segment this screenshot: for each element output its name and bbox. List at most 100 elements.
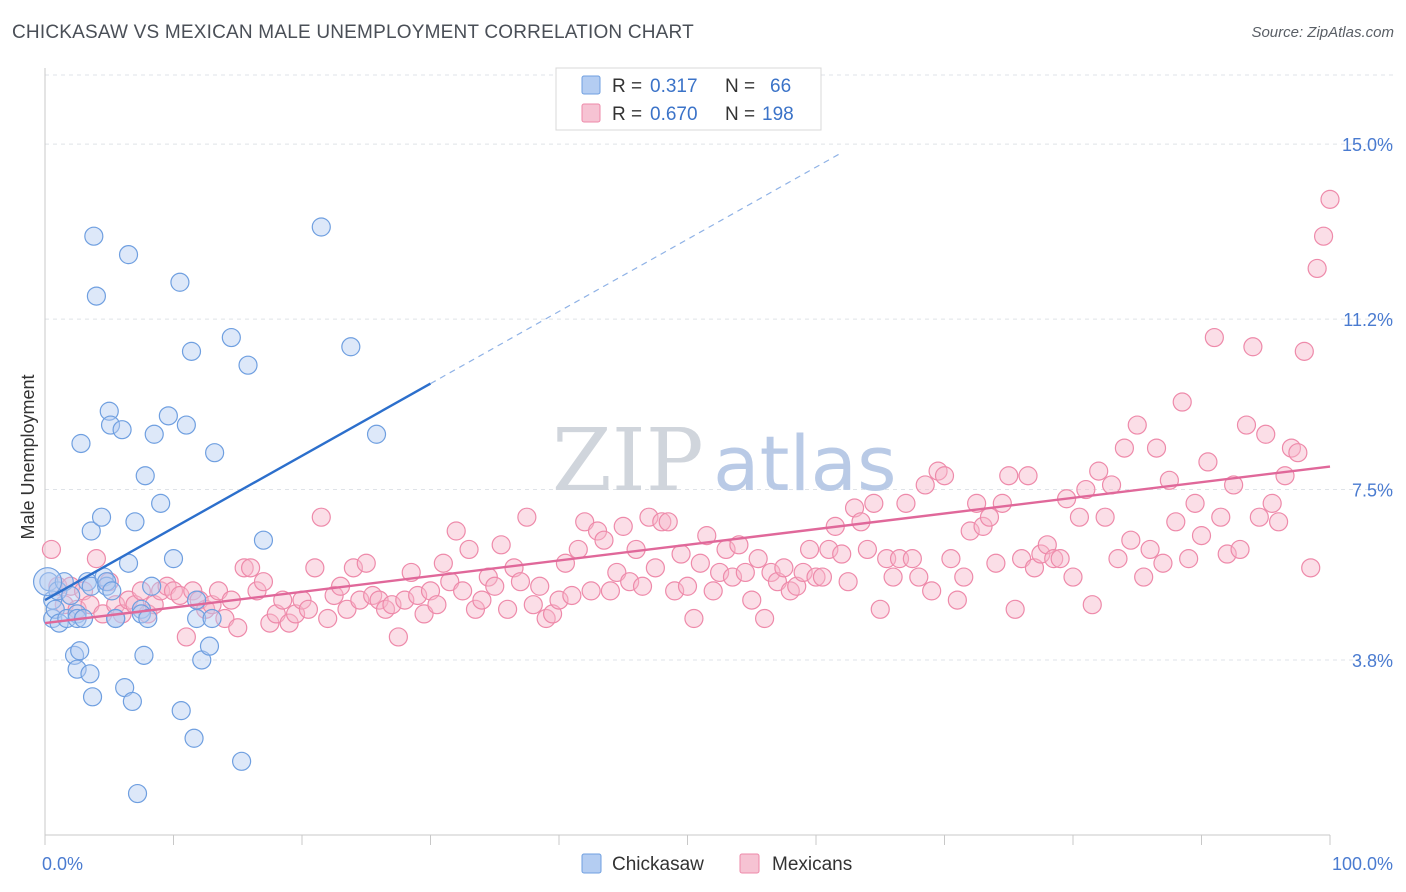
legend-n-label-chickasaw: N =: [725, 76, 755, 97]
mexicans-point: [1249, 507, 1269, 527]
mexicans-point: [382, 595, 402, 615]
chickasaw-point: [100, 415, 121, 435]
mexicans-point: [600, 581, 621, 601]
mexicans-point: [1185, 493, 1205, 513]
chickasaw-point: [171, 701, 191, 721]
bottom-legend-swatch-mexicans: [739, 853, 760, 874]
mexicans-point: [1121, 530, 1141, 550]
mexicans-point: [305, 558, 325, 578]
chickasaw-point: [84, 226, 104, 246]
mexicans-point: [1089, 461, 1109, 481]
mexicans-point: [1211, 507, 1231, 527]
mexicans-point: [459, 539, 479, 560]
chickasaw-point: [86, 286, 107, 306]
mexicans-point: [298, 599, 319, 619]
mexicans-point: [1301, 558, 1321, 578]
mexicans-point: [677, 576, 698, 596]
mexicans-point: [658, 512, 678, 532]
mexicans-points: [41, 189, 1340, 647]
mexicans-point: [1114, 438, 1135, 458]
bottom-legend: Chickasaw Mexicans: [581, 853, 852, 875]
mexicans-point: [1256, 424, 1276, 444]
mexicans-point: [1204, 327, 1224, 348]
mexicans-point: [697, 526, 717, 546]
mexicans-point: [665, 581, 685, 601]
mexicans-point: [1146, 438, 1167, 458]
mexicans-point: [41, 539, 62, 560]
chickasaw-points: [32, 217, 387, 804]
watermark-atlas: atlas: [713, 419, 897, 508]
mexicans-point: [491, 535, 511, 555]
chickasaw-point: [144, 424, 164, 444]
chickasaw-point: [70, 641, 90, 661]
mexicans-point: [632, 576, 653, 596]
mexicans-point: [1320, 189, 1340, 209]
mexicans-point: [838, 572, 858, 592]
legend-n-value-chickasaw: 66: [770, 76, 791, 97]
y-tick-label: 15.0%: [1342, 135, 1393, 155]
y-axis-title: Male Unemployment: [18, 374, 38, 539]
chickasaw-point: [80, 664, 100, 684]
mexicans-point: [1005, 599, 1025, 619]
mexicans-point: [986, 553, 1006, 573]
legend-r-label-mexicans: R =: [612, 104, 642, 125]
mexicans-point: [510, 572, 531, 592]
mexicans-point: [517, 507, 537, 527]
mexicans-point: [960, 521, 980, 541]
chickasaw-point: [221, 327, 241, 348]
mexicans-point: [1018, 466, 1038, 486]
mexicans-point: [1095, 507, 1115, 527]
y-tick-label: 11.2%: [1343, 310, 1393, 330]
mexicans-point: [498, 599, 518, 619]
chickasaw-point: [181, 341, 202, 361]
chickasaw-point: [232, 751, 252, 771]
mexicans-point: [581, 581, 601, 601]
mexicans-point: [555, 553, 576, 573]
mexicans-point: [388, 627, 408, 647]
chickasaw-point: [199, 636, 220, 656]
mexicans-point: [774, 558, 794, 578]
mexicans-point: [902, 549, 922, 569]
mexicans-point: [1313, 226, 1334, 246]
mexicans-point: [1044, 549, 1064, 569]
chickasaw-point: [176, 415, 196, 435]
mexicans-point: [979, 507, 1000, 527]
mexicans-point: [1153, 553, 1173, 573]
chickasaw-point: [112, 420, 132, 440]
chickasaw-point: [184, 728, 204, 748]
mexicans-point: [241, 558, 261, 578]
chickasaw-point: [205, 443, 225, 463]
mexicans-point: [793, 562, 813, 583]
chickasaw-point: [151, 493, 171, 513]
mexicans-point: [562, 585, 582, 606]
mexicans-point: [742, 590, 762, 610]
legend-swatch-mexicans: [581, 103, 601, 123]
chart-title: CHICKASAW VS MEXICAN MALE UNEMPLOYMENT C…: [12, 22, 694, 43]
mexicans-trend-line: [44, 465, 1331, 625]
mexicans-point: [594, 530, 614, 550]
chickasaw-point: [99, 401, 119, 421]
chickasaw-point: [135, 466, 155, 486]
chickasaw-point: [125, 512, 145, 532]
mexicans-point: [350, 590, 370, 610]
mexicans-point: [530, 576, 550, 596]
mexicans-point: [857, 539, 878, 560]
mexicans-point: [812, 567, 833, 587]
mexicans-point: [652, 512, 672, 532]
legend-r-value-chickasaw: 0.317: [650, 76, 698, 97]
chickasaw-point: [118, 245, 139, 265]
mexicans-point: [934, 466, 955, 486]
mexicans-point: [639, 507, 659, 527]
mexicans-point: [620, 572, 640, 592]
mexicans-point: [485, 576, 505, 596]
mexicans-point: [1275, 466, 1295, 486]
mexicans-point: [722, 567, 743, 587]
chickasaw-point: [106, 608, 126, 629]
mexicans-point: [754, 608, 775, 629]
chickasaw-point: [366, 424, 387, 444]
axes: 3.8% 7.5% 11.2% 15.0%: [44, 68, 1393, 845]
mexicans-point: [1108, 549, 1128, 569]
mexicans-point: [1307, 258, 1327, 279]
mexicans-point: [1127, 415, 1147, 435]
mexicans-point: [735, 562, 755, 583]
